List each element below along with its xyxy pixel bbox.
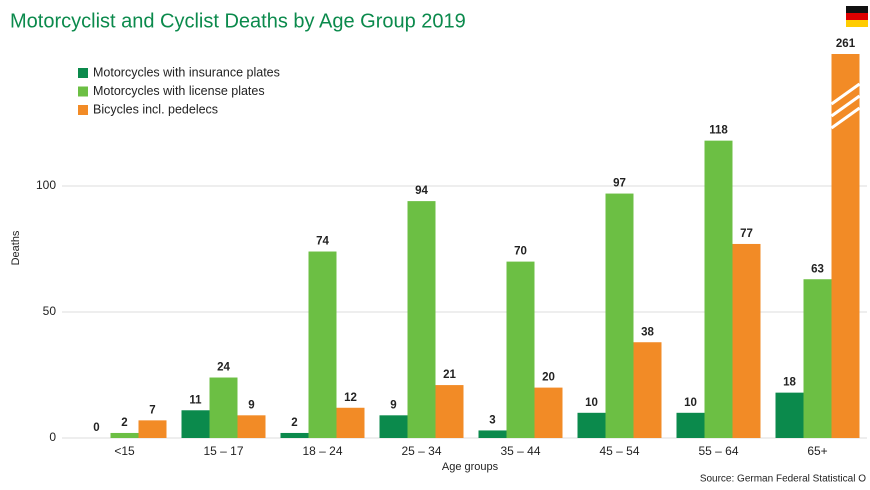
flag xyxy=(846,6,868,27)
y-axis-label: Deaths xyxy=(10,230,22,265)
data-label: 0 xyxy=(93,422,99,434)
x-tick-label: 25 – 34 xyxy=(401,444,441,458)
data-label: 7 xyxy=(149,404,155,416)
data-label: 20 xyxy=(542,372,555,384)
bars xyxy=(110,54,860,438)
bar xyxy=(803,279,832,438)
axis-break xyxy=(830,94,861,118)
x-tick-label: 45 – 54 xyxy=(599,444,639,458)
data-label: 70 xyxy=(514,246,527,258)
data-label: 74 xyxy=(316,236,329,248)
data-label: 38 xyxy=(641,326,654,338)
data-label: 77 xyxy=(740,228,753,240)
data-label: 9 xyxy=(390,399,396,411)
source: Source: German Federal Statistical O xyxy=(700,474,866,485)
bar xyxy=(478,430,507,438)
data-label: 11 xyxy=(189,394,202,406)
data-label: 2 xyxy=(121,417,127,429)
data-label: 94 xyxy=(415,185,428,197)
bar xyxy=(633,342,662,438)
bar xyxy=(336,407,365,438)
data-label: 12 xyxy=(344,392,357,404)
y-tick-label: 100 xyxy=(36,178,56,192)
bar xyxy=(308,251,337,438)
data-label: 18 xyxy=(783,377,796,389)
axis-break xyxy=(830,106,861,130)
bar xyxy=(676,412,705,438)
bar xyxy=(379,415,408,438)
data-label: 10 xyxy=(684,397,697,409)
bar xyxy=(435,385,464,438)
bar xyxy=(209,377,238,438)
bar xyxy=(831,54,860,438)
data-label: 21 xyxy=(443,369,456,381)
axis-break xyxy=(830,82,861,106)
bar xyxy=(605,193,634,438)
data-label: 2 xyxy=(291,417,297,429)
y-tick-label: 50 xyxy=(43,304,57,318)
data-label: 24 xyxy=(217,362,230,374)
x-tick-label: 55 – 64 xyxy=(698,444,738,458)
data-label: 261 xyxy=(836,38,856,50)
bar xyxy=(407,201,436,438)
y-tick-label: 0 xyxy=(49,430,56,444)
x-tick-label: 18 – 24 xyxy=(302,444,342,458)
legend-swatch xyxy=(78,86,88,97)
chart-title: Motorcyclist and Cyclist Deaths by Age G… xyxy=(10,10,466,32)
legend-label: Motorcycles with insurance plates xyxy=(93,65,280,79)
legend-swatch xyxy=(78,105,88,115)
data-label: 63 xyxy=(811,263,824,275)
bar xyxy=(181,410,210,438)
bar xyxy=(534,387,563,438)
data-label: 9 xyxy=(248,399,254,411)
bar xyxy=(704,140,733,438)
bar xyxy=(732,243,761,438)
bar xyxy=(775,392,804,438)
bar xyxy=(577,412,606,438)
legend-label: Bicycles incl. pedelecs xyxy=(93,102,218,116)
x-tick-label: 15 – 17 xyxy=(203,444,243,458)
bar xyxy=(506,261,535,438)
legend-label: Motorcycles with license plates xyxy=(93,84,265,98)
bar xyxy=(110,432,139,438)
bar xyxy=(237,415,266,438)
data-label: 97 xyxy=(613,178,626,190)
legend-swatch xyxy=(78,68,88,78)
bar xyxy=(138,420,167,438)
data-label: 10 xyxy=(585,397,598,409)
data-label: 118 xyxy=(709,125,728,137)
bar xyxy=(280,432,309,438)
x-tick-label: 35 – 44 xyxy=(500,444,540,458)
x-axis-label: Age groups xyxy=(442,461,499,473)
data-label: 3 xyxy=(489,414,495,426)
x-tick-label: <15 xyxy=(114,444,135,458)
x-tick-label: 65+ xyxy=(807,444,827,458)
